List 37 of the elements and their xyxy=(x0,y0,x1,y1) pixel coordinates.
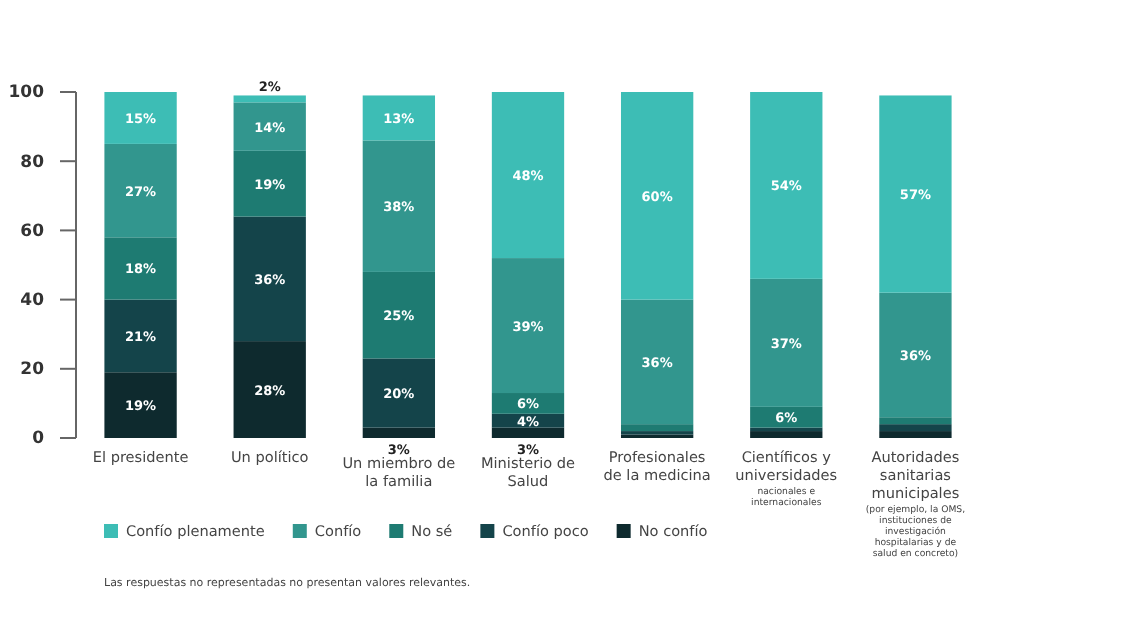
bar xyxy=(104,372,177,438)
bar xyxy=(750,431,823,438)
bar xyxy=(491,258,565,394)
bar xyxy=(491,92,565,259)
bar xyxy=(233,150,306,217)
y-tick-label: 80 xyxy=(20,152,45,173)
y-tick-label: 60 xyxy=(20,221,45,242)
bar xyxy=(104,237,177,300)
bar xyxy=(879,95,952,293)
bar xyxy=(104,143,177,238)
bar xyxy=(491,393,565,414)
bar xyxy=(104,299,177,373)
bar xyxy=(362,358,436,428)
bar xyxy=(104,92,177,144)
y-tick-label: 40 xyxy=(20,291,45,312)
bar xyxy=(620,424,694,432)
bar xyxy=(362,95,436,141)
bar xyxy=(362,271,436,359)
bar xyxy=(362,427,436,438)
bar xyxy=(233,102,306,151)
bar xyxy=(362,140,436,272)
bar xyxy=(620,92,694,300)
bar xyxy=(491,427,565,438)
y-tick-label: 20 xyxy=(20,360,45,381)
bar xyxy=(879,417,952,425)
y-tick-label: 100 xyxy=(8,83,45,104)
bar xyxy=(233,341,306,438)
bar xyxy=(750,278,823,407)
bar xyxy=(233,95,306,103)
bar xyxy=(879,424,952,432)
bar xyxy=(750,92,823,279)
bar xyxy=(233,216,306,342)
bar xyxy=(879,431,952,438)
bar xyxy=(879,292,952,418)
bar xyxy=(620,299,694,425)
bar xyxy=(750,406,823,428)
y-tick-label: 0 xyxy=(32,429,45,450)
